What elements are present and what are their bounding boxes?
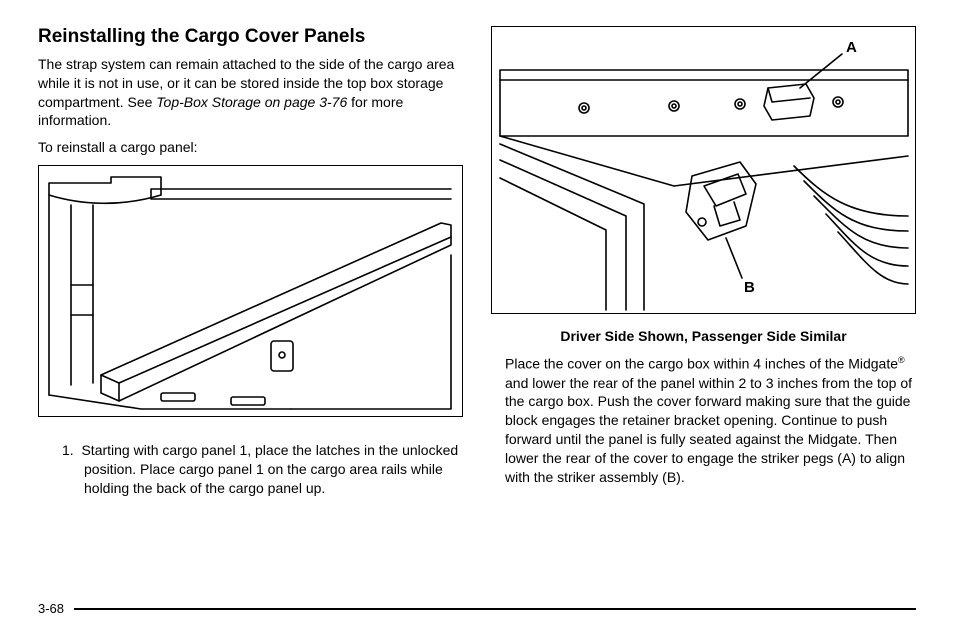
instruction-text-b: and lower the rear of the panel within 2… [505, 375, 912, 485]
figure-striker-assembly: A B [491, 26, 916, 314]
right-column: A B Driver Side Shown, Passenger Side Si… [491, 26, 916, 498]
intro-paragraph: The strap system can remain attached to … [38, 55, 463, 131]
section-heading: Reinstalling the Cargo Cover Panels [38, 26, 463, 49]
cargo-panel-illustration [41, 165, 461, 417]
left-column: Reinstalling the Cargo Cover Panels The … [38, 26, 463, 498]
callout-label-b: B [744, 279, 755, 296]
figure-cargo-panel [38, 165, 463, 417]
step-number: 1. [62, 442, 74, 458]
callout-label-a: A [846, 39, 857, 56]
page-number: 3-68 [38, 601, 64, 616]
instruction-paragraph: Place the cover on the cargo box within … [491, 354, 916, 487]
cross-reference: Top-Box Storage on page 3-76 [156, 94, 347, 110]
footer-rule [74, 608, 916, 610]
step-1: 1. Starting with cargo panel 1, place th… [38, 441, 463, 498]
striker-assembly-illustration: A B [494, 26, 914, 314]
figure-caption: Driver Side Shown, Passenger Side Simila… [491, 328, 916, 344]
instruction-text-a: Place the cover on the cargo box within … [505, 356, 898, 372]
registered-mark: ® [898, 355, 905, 365]
lead-in-paragraph: To reinstall a cargo panel: [38, 138, 463, 157]
page-footer: 3-68 [38, 601, 916, 616]
step-text: Starting with cargo panel 1, place the l… [81, 442, 458, 496]
